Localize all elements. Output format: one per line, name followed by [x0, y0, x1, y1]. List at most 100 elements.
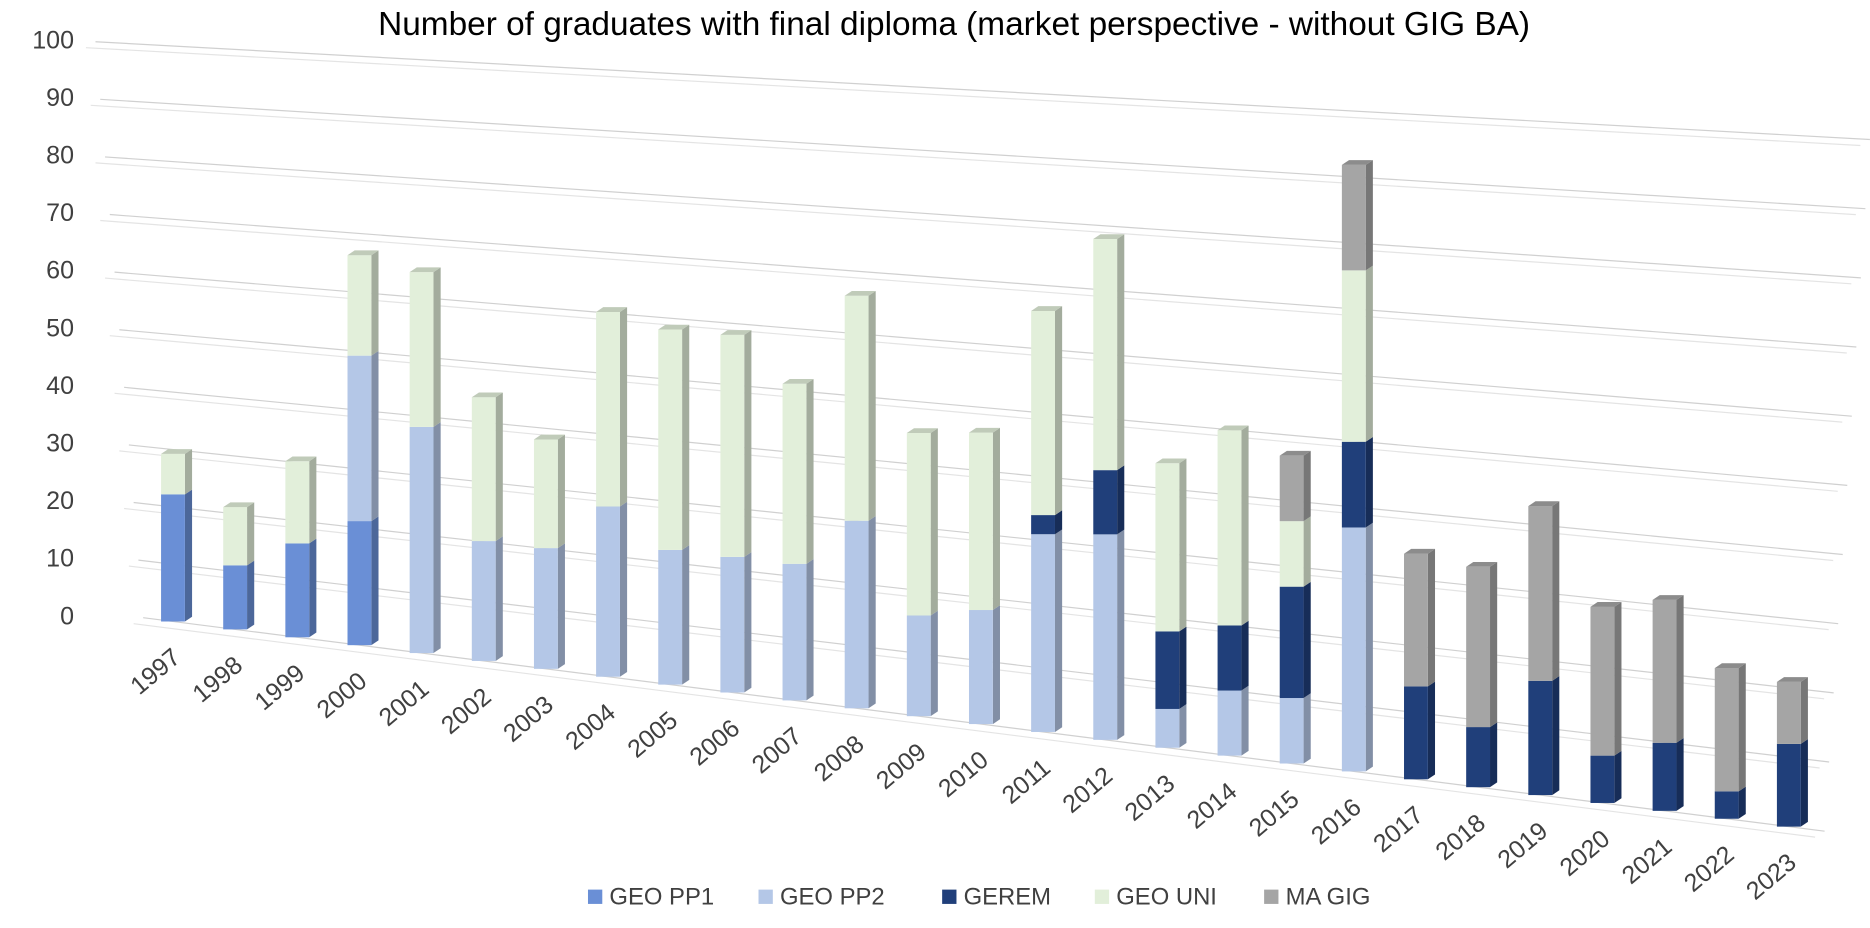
bar-segment	[1217, 430, 1242, 626]
bar-side	[1676, 738, 1684, 811]
legend-label: MA GIG	[1286, 883, 1371, 910]
bar-side	[1117, 529, 1125, 740]
bar-side	[1800, 677, 1808, 744]
bar-segment	[1217, 625, 1242, 691]
grid-line	[104, 277, 1843, 423]
x-tick-label: 1999	[250, 659, 311, 716]
bar-segment	[1714, 791, 1739, 819]
bar-side	[1303, 693, 1311, 764]
bar-side	[184, 449, 193, 495]
bar-side	[1303, 581, 1311, 699]
grid-line	[109, 213, 1857, 348]
x-tick-label: 2015	[1244, 785, 1305, 842]
x-tick-label: 2013	[1120, 769, 1181, 826]
bar-top	[1528, 501, 1560, 507]
bar-segment	[1155, 631, 1180, 709]
grid-line	[104, 156, 1861, 279]
grid-line	[133, 623, 1816, 838]
bar-segment	[1031, 515, 1055, 535]
x-tick-label: 2007	[747, 722, 808, 779]
bar-side	[495, 392, 503, 542]
bar-segment	[658, 549, 683, 685]
bar-side	[806, 559, 814, 701]
bar-segment	[720, 556, 745, 693]
x-tick-label: 2019	[1492, 817, 1553, 874]
bar-segment	[285, 461, 310, 544]
x-tick-label: 2018	[1430, 809, 1491, 866]
bar-side	[1054, 510, 1063, 535]
bar-top	[1714, 663, 1746, 669]
bar-top	[906, 428, 938, 433]
bar-top	[1652, 595, 1684, 600]
bar-side	[1179, 626, 1187, 709]
x-tick-label: 2008	[809, 730, 870, 787]
legend-label: GEO UNI	[1116, 883, 1217, 910]
x-tick-label: 1997	[125, 643, 186, 700]
bar-top	[720, 330, 752, 335]
bar-side	[1365, 522, 1373, 772]
bar-top	[471, 392, 503, 398]
bar-top	[409, 267, 441, 273]
x-tick-label: 2020	[1555, 825, 1616, 882]
bar-side	[1490, 562, 1498, 728]
x-tick-label: 2011	[997, 754, 1056, 810]
y-tick-label: 100	[32, 26, 74, 54]
bar-segment	[409, 272, 434, 427]
legend-swatch	[1264, 889, 1279, 904]
bar-side	[1179, 458, 1187, 632]
chart-title: Number of graduates with final diploma (…	[378, 6, 1530, 43]
bar-segment	[471, 541, 496, 661]
bar-side	[371, 250, 379, 356]
bar-segment	[1155, 463, 1180, 632]
bar-top	[1093, 234, 1125, 239]
bar-segment	[1341, 270, 1366, 442]
bar-side	[1614, 750, 1622, 803]
grid-line	[95, 41, 1870, 141]
bar-side	[806, 379, 814, 564]
bar-side	[1552, 501, 1560, 681]
bar-side	[247, 502, 255, 566]
grid-line	[100, 219, 1847, 354]
x-tick-label: 2016	[1306, 793, 1367, 850]
x-tick-label: 2001	[374, 675, 435, 732]
bar-segment	[1093, 470, 1118, 535]
bar-top	[844, 290, 876, 296]
bar-side	[1117, 234, 1125, 471]
bar-side	[247, 560, 255, 630]
legend-swatch	[587, 889, 603, 904]
x-tick-label: 2009	[871, 738, 932, 795]
grid-line	[119, 329, 1848, 486]
bar-side	[682, 324, 690, 550]
bar-segment	[1279, 586, 1304, 699]
legend-label: GEREM	[964, 883, 1051, 910]
bar-segment	[1341, 164, 1366, 271]
grid-line	[114, 271, 1852, 417]
bar-side	[1490, 722, 1498, 788]
bar-segment	[844, 295, 869, 521]
y-tick-label: 30	[46, 430, 74, 458]
x-tick-label: 2014	[1182, 777, 1243, 834]
bar-top	[1404, 548, 1436, 554]
bar-side	[1738, 786, 1746, 819]
bar-side	[309, 456, 317, 544]
bar-side	[1054, 306, 1063, 516]
bar-top	[347, 250, 379, 256]
bar-segment	[1404, 553, 1428, 687]
bar-segment	[596, 311, 620, 507]
bar-side	[1117, 465, 1125, 535]
bar-segment	[1466, 727, 1491, 788]
bar-segment	[1652, 599, 1677, 743]
bar-top	[1776, 677, 1808, 682]
y-tick-label: 70	[46, 199, 74, 227]
bar-top	[1341, 160, 1373, 165]
bar-segment	[1341, 527, 1366, 772]
bar-side	[557, 434, 565, 549]
bar-segment	[161, 494, 185, 622]
bar-top	[1466, 562, 1498, 567]
bar-segment	[844, 520, 869, 709]
bar-side	[1365, 265, 1373, 442]
bar-segment	[1714, 668, 1739, 792]
grid-line	[109, 335, 1838, 492]
x-tick-label: 2023	[1741, 848, 1802, 905]
